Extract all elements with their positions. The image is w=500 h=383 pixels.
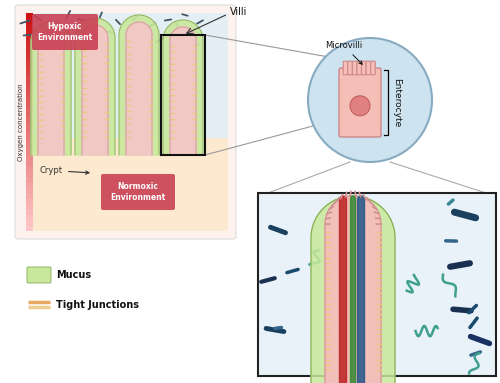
Text: Normoxic
Environment: Normoxic Environment (110, 182, 166, 202)
FancyBboxPatch shape (15, 5, 236, 239)
Bar (26, 79, 33, 84)
Bar (26, 62, 33, 67)
Bar (26, 226, 33, 231)
Bar (161, 35, 205, 155)
FancyBboxPatch shape (32, 14, 98, 50)
Bar (26, 29, 33, 35)
Bar (26, 138, 33, 144)
Text: Enterocyte: Enterocyte (392, 78, 401, 127)
Polygon shape (38, 29, 64, 155)
Text: Villi: Villi (230, 7, 248, 17)
Bar (26, 193, 33, 198)
Bar (26, 182, 33, 187)
Bar (26, 177, 33, 182)
Bar (26, 209, 33, 214)
FancyBboxPatch shape (348, 61, 352, 75)
Bar (26, 46, 33, 51)
Bar (33, 13, 228, 138)
FancyBboxPatch shape (343, 61, 348, 75)
Bar (26, 214, 33, 220)
Bar (26, 106, 33, 111)
Text: Mucus: Mucus (56, 270, 91, 280)
FancyBboxPatch shape (101, 174, 175, 210)
Bar (26, 160, 33, 165)
Bar (26, 128, 33, 133)
Bar (26, 51, 33, 57)
Bar (26, 84, 33, 89)
Polygon shape (82, 25, 108, 155)
Bar (26, 133, 33, 138)
Bar (26, 187, 33, 193)
FancyBboxPatch shape (366, 61, 370, 75)
Bar (26, 171, 33, 177)
FancyBboxPatch shape (370, 61, 375, 75)
Bar (26, 198, 33, 204)
Bar (33, 138, 228, 231)
Polygon shape (170, 27, 196, 155)
Polygon shape (163, 20, 203, 155)
Bar (26, 116, 33, 122)
Bar (26, 100, 33, 106)
Bar (26, 67, 33, 73)
Bar (26, 24, 33, 29)
FancyBboxPatch shape (352, 61, 357, 75)
Polygon shape (325, 196, 381, 383)
Bar (258, 193, 496, 376)
Bar (26, 18, 33, 24)
Text: Hypoxic
Environment: Hypoxic Environment (38, 22, 92, 42)
Polygon shape (311, 196, 395, 383)
Bar (26, 57, 33, 62)
Bar (26, 13, 33, 18)
Text: Tight Junctions: Tight Junctions (56, 300, 139, 310)
Polygon shape (358, 196, 364, 383)
Circle shape (308, 38, 432, 162)
Bar (26, 73, 33, 79)
FancyBboxPatch shape (362, 61, 366, 75)
Bar (26, 95, 33, 100)
Text: Oxygen concentration: Oxygen concentration (18, 83, 24, 161)
Polygon shape (75, 18, 115, 155)
Bar (26, 40, 33, 46)
Bar (26, 111, 33, 116)
Bar (26, 144, 33, 149)
Bar (26, 155, 33, 160)
Text: Crypt: Crypt (40, 166, 89, 175)
Bar (26, 122, 33, 128)
Polygon shape (350, 196, 356, 383)
Polygon shape (340, 196, 346, 383)
Polygon shape (119, 15, 159, 155)
Polygon shape (126, 22, 152, 155)
FancyBboxPatch shape (27, 267, 51, 283)
Circle shape (350, 96, 370, 116)
Bar (26, 220, 33, 226)
Text: Microvilli: Microvilli (325, 41, 362, 64)
FancyBboxPatch shape (339, 68, 381, 137)
Bar (26, 149, 33, 155)
Polygon shape (31, 22, 71, 155)
Bar (26, 35, 33, 40)
Bar (26, 89, 33, 95)
Bar (26, 204, 33, 209)
Bar (26, 165, 33, 171)
FancyBboxPatch shape (357, 61, 362, 75)
